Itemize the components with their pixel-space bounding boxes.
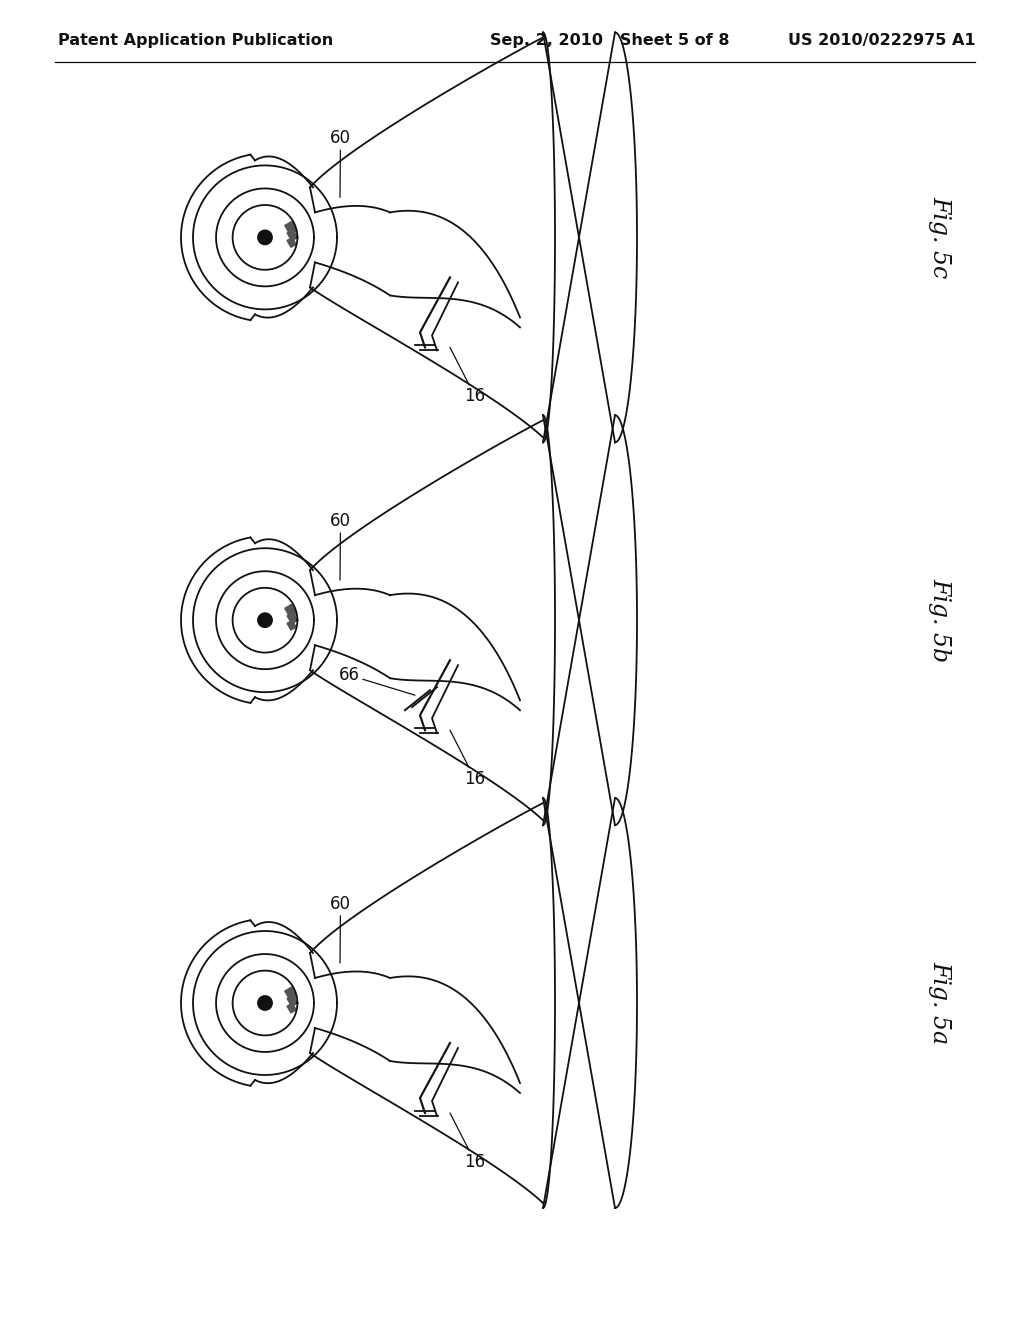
Text: Fig. 5a: Fig. 5a xyxy=(929,961,951,1044)
Bar xyxy=(287,1003,296,1012)
Bar xyxy=(285,222,297,235)
Text: 16: 16 xyxy=(450,1113,485,1171)
Text: 16: 16 xyxy=(450,730,485,788)
Text: Patent Application Publication: Patent Application Publication xyxy=(58,33,333,48)
Text: 60: 60 xyxy=(330,129,351,198)
Text: Fig. 5c: Fig. 5c xyxy=(929,197,951,279)
Bar xyxy=(287,620,296,630)
Circle shape xyxy=(258,995,272,1010)
Text: Sep. 2, 2010   Sheet 5 of 8: Sep. 2, 2010 Sheet 5 of 8 xyxy=(490,33,729,48)
Bar xyxy=(285,605,297,618)
Bar xyxy=(287,230,298,240)
Bar xyxy=(287,612,298,623)
Circle shape xyxy=(258,230,272,244)
Bar xyxy=(287,995,298,1006)
Text: 60: 60 xyxy=(330,512,351,581)
Circle shape xyxy=(258,612,272,627)
Text: 16: 16 xyxy=(450,347,485,405)
Bar xyxy=(287,238,296,247)
Text: US 2010/0222975 A1: US 2010/0222975 A1 xyxy=(787,33,975,48)
Bar xyxy=(285,987,297,1001)
Text: Fig. 5b: Fig. 5b xyxy=(929,578,951,663)
Text: 60: 60 xyxy=(330,895,351,964)
Text: 66: 66 xyxy=(339,667,415,696)
